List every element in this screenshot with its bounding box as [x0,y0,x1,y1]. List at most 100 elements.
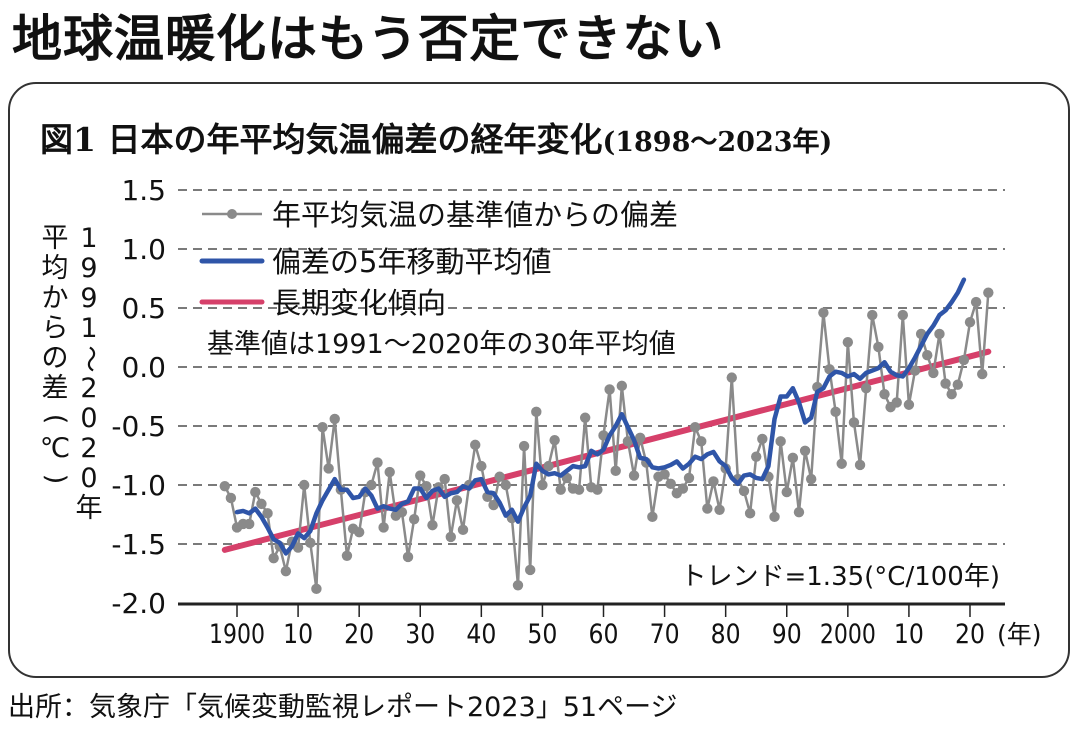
annual-anomaly-point [372,457,383,468]
annual-anomaly-point [305,537,316,549]
y-tick-label: 0.5 [121,292,166,325]
annual-anomaly-point [714,504,725,515]
y-axis-label-char: 9 [80,283,98,314]
annual-anomaly-point [769,511,780,523]
annual-anomaly-point [836,458,847,469]
y-tick-label: 1.0 [121,233,166,266]
annual-anomaly-point [952,379,963,390]
trend-line [221,348,992,553]
y-axis-label-char: 2 [80,373,98,404]
x-tick-label: 10 [283,619,313,650]
annual-anomaly-point [677,483,689,494]
y-axis-label-char: 1 [80,313,98,344]
annual-anomaly-point [634,432,646,443]
annual-anomaly-point [928,367,939,379]
x-tick-label: 50 [527,619,557,650]
baseline-note: 基準値は1991～2020年の30年平均値 [207,329,676,360]
annual-anomaly-point [537,479,548,491]
annual-anomaly-point [604,384,615,395]
annual-anomaly-point [793,506,805,518]
annual-anomaly-point [219,480,230,492]
annual-anomaly-point [366,479,377,491]
series-moving-average [234,277,967,556]
x-tick-labels: 1900 10 20 30 40 50 60 70 80 90 2000 10 20 [209,619,985,650]
x-tick-label: 10 [894,619,924,650]
annual-anomaly-point [946,388,957,400]
annual-anomaly-point [512,580,524,591]
annual-anomaly-point [225,492,237,504]
annual-anomaly-point [439,473,450,485]
x-tick-label: 20 [344,619,374,650]
chart-frame [8,82,1070,678]
annual-anomaly-point [298,479,310,491]
legend-marker-annual [227,209,237,219]
annual-anomaly-point [647,511,658,523]
annual-anomaly-point [708,476,719,487]
y-axis-label-char: 1 [80,223,98,254]
annual-anomaly-point [848,417,860,428]
annual-anomaly-point [787,452,799,464]
trend-label: トレンド=1.35(°C/100年) [680,562,1000,592]
annual-anomaly-point [830,406,841,418]
source-credit: 出所：気象庁「気候変動監視レポート2023」51ページ [8,692,678,723]
x-tick-label: 1900 [209,619,265,650]
y-tick-label: -1.0 [111,469,166,502]
annual-anomaly-point [427,519,438,531]
annual-anomaly-point [384,466,395,478]
annual-anomaly-point [543,460,554,472]
annual-anomaly-point [665,478,676,490]
y-axis-label-char: ℃ [39,433,71,464]
series-trend [221,348,992,553]
x-tick-label: 30 [405,619,435,650]
annual-anomaly-point [402,551,414,563]
legend-label: 偏差の5年移動平均値 [272,245,551,279]
y-axis-label-char: 9 [80,253,98,284]
y-tick-label: 0.0 [121,351,166,384]
y-axis-label-char: か [41,283,69,314]
annual-anomaly-point [525,564,536,576]
annual-anomaly-point [958,354,970,366]
annual-anomaly-point [280,565,292,577]
annual-anomaly-point [500,479,511,491]
annual-anomaly-point [751,451,762,462]
x-tick-label: 70 [650,619,680,650]
annual-anomaly-point [317,421,328,433]
annual-anomaly-point [781,486,792,498]
y-axis-label-char: 2 [80,433,98,464]
annual-anomaly-point [494,471,505,482]
annual-anomaly-point [592,484,603,495]
headline: 地球温暖化はもう否定できない [12,10,725,68]
annual-anomaly-point [549,434,560,446]
annual-anomaly-point [934,328,945,340]
y-axis-label-char: 均 [41,253,69,284]
y-tick-labels: 1.5 1.0 0.5 0.0 -0.5 -1.0 -1.5 -2.0 [111,174,166,620]
y-axis-label-char: 0 [80,403,98,434]
annual-anomaly-point [579,412,591,423]
y-axis-label-char: 年 [75,493,103,524]
annual-anomaly-point [555,484,566,495]
annual-anomaly-point [983,287,994,298]
y-tick-label: -0.5 [111,410,166,443]
annual-anomaly-point [323,463,334,474]
x-tick-label: 60 [589,619,619,650]
x-tick-label: 20 [955,619,985,650]
annual-anomaly-point [867,309,878,321]
annual-anomaly-point [909,365,921,376]
x-axis-unit-label: (年) [997,620,1042,649]
y-axis-label-char: の [41,343,69,374]
chart-title-range: (1898～2023年) [602,127,833,158]
annual-anomaly-point [897,309,909,321]
annual-anomaly-point [610,465,621,477]
annual-anomaly-point [488,499,499,511]
y-tick-label: 1.5 [121,174,166,207]
annual-anomaly-point [476,460,487,472]
y-axis-label-char: 0 [80,463,98,494]
y-axis-label-char: 差 [41,373,69,404]
annual-anomaly-point [970,296,982,308]
annual-anomaly-point [353,527,365,538]
annual-anomaly-point [415,470,426,481]
y-axis-label-col1: 平均からの差(℃) [38,224,72,494]
y-tick-label: -1.5 [111,528,166,561]
annual-anomaly-point [408,514,420,525]
